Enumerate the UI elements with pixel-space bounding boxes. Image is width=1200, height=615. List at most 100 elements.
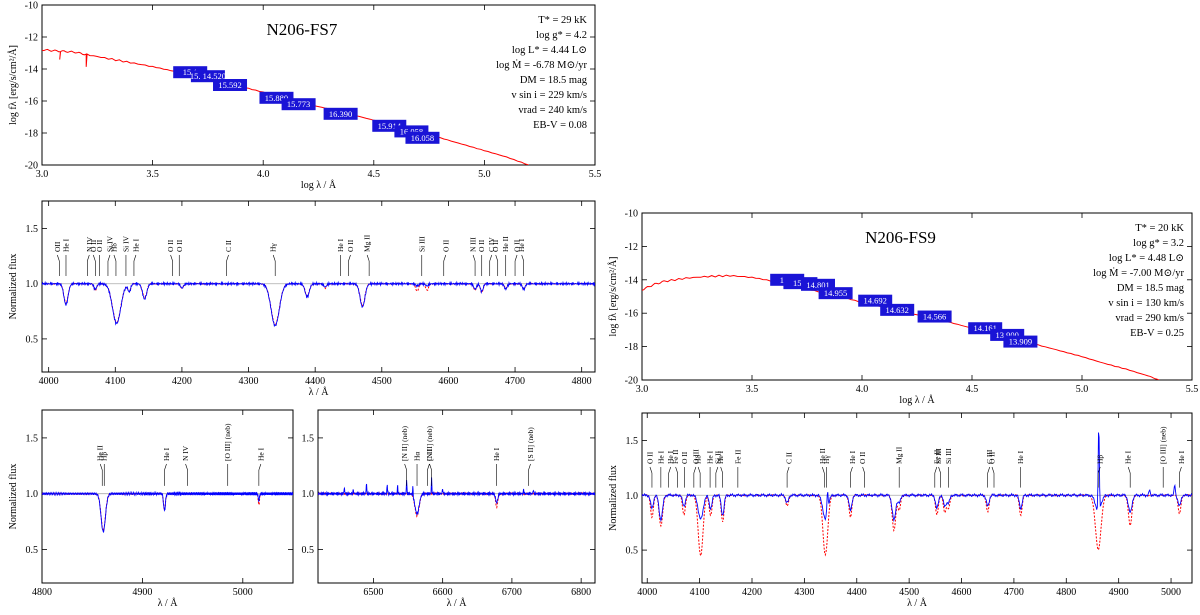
photometry-box bbox=[281, 98, 316, 111]
plot-title: N206-FS9 bbox=[865, 228, 936, 247]
plot-frame bbox=[41, 409, 294, 584]
x-tick-label: 5.0 bbox=[478, 169, 491, 180]
x-tick-label: 5.0 bbox=[1076, 384, 1089, 395]
y-tick-label: 1.5 bbox=[26, 433, 39, 444]
photometry-label: 14.632 bbox=[886, 305, 909, 315]
x-tick-label: 5000 bbox=[1161, 587, 1181, 598]
plot-frame bbox=[317, 409, 596, 584]
observed-spectrum bbox=[318, 477, 595, 516]
y-tick-label: -12 bbox=[25, 33, 38, 44]
line-id-leader bbox=[495, 254, 499, 262]
y-axis-label: Normalized flux bbox=[8, 464, 19, 530]
line-id-leader bbox=[93, 254, 96, 262]
line-id-label: Hβ bbox=[100, 452, 109, 461]
line-id-label: He I bbox=[1177, 450, 1186, 464]
x-tick-label: 4100 bbox=[690, 587, 710, 598]
x-tick-label: 5.5 bbox=[1186, 384, 1199, 395]
plot-area bbox=[642, 432, 1192, 558]
x-tick-label: 4100 bbox=[105, 376, 125, 387]
line-id-label: O II bbox=[95, 239, 104, 252]
y-axis-label: log fλ [erg/s/cm²/Å] bbox=[607, 257, 619, 337]
line-id-leader bbox=[164, 463, 167, 471]
x-tick-label: 3.0 bbox=[36, 169, 49, 180]
photometry-box bbox=[213, 79, 248, 91]
line-id-leader bbox=[107, 254, 111, 262]
line-id-label: C II bbox=[425, 449, 434, 461]
plot-area bbox=[42, 280, 595, 328]
y-tick-label: 1.0 bbox=[626, 491, 639, 502]
line-id-label: He I bbox=[162, 447, 171, 461]
x-tick-label: 4900 bbox=[132, 587, 152, 598]
line-id-label: Si IV bbox=[105, 235, 114, 252]
line-id-leader bbox=[987, 466, 990, 474]
line-id-label: O II bbox=[680, 451, 689, 464]
line-id-leader bbox=[1127, 466, 1131, 474]
x-tick-label: 5000 bbox=[233, 587, 253, 598]
line-id-leader bbox=[675, 466, 678, 474]
line-id-label: He I bbox=[61, 238, 70, 252]
line-id-leader bbox=[87, 254, 90, 262]
line-id-label: He II bbox=[501, 236, 510, 252]
line-id-label: O III bbox=[691, 449, 700, 464]
photometry-label: 15.1 bbox=[183, 67, 198, 77]
photometry-label: 13.900 bbox=[996, 330, 1019, 340]
line-id-leader bbox=[272, 254, 276, 262]
y-tick-label: 1.5 bbox=[26, 224, 39, 235]
y-tick-label: 1.5 bbox=[626, 436, 639, 447]
line-id-leader bbox=[443, 254, 447, 262]
x-tick-label: 4500 bbox=[899, 587, 919, 598]
line-id-leader bbox=[489, 254, 493, 262]
line-id-label: Hγ bbox=[822, 455, 831, 464]
line-id-leader bbox=[1097, 466, 1101, 474]
y-tick-label: -20 bbox=[25, 161, 38, 172]
line-id-label: O II bbox=[346, 239, 355, 252]
line-id-label: O II bbox=[166, 239, 175, 252]
line-id-label: C II bbox=[224, 240, 233, 252]
x-tick-label: 4200 bbox=[742, 587, 762, 598]
line-id-label: He I bbox=[656, 450, 665, 464]
x-tick-label: 6500 bbox=[363, 587, 383, 598]
line-id-label: Si III bbox=[417, 236, 426, 252]
line-id-label: Fe II bbox=[671, 449, 680, 464]
x-tick-label: 6800 bbox=[571, 587, 591, 598]
plot-title: N206-FS7 bbox=[266, 20, 337, 39]
x-tick-label: 4000 bbox=[39, 376, 59, 387]
line-id-label: C IV bbox=[487, 237, 496, 252]
photometry-label: 15. 14.520 bbox=[190, 71, 226, 81]
photometry-label: 14.955 bbox=[824, 288, 847, 298]
y-tick-label: -14 bbox=[625, 275, 638, 286]
x-axis-label: log λ / Å bbox=[301, 179, 337, 191]
photometry-label: 15.914 bbox=[378, 121, 402, 131]
y-tick-label: -12 bbox=[625, 242, 638, 253]
photometry-box bbox=[880, 303, 915, 316]
line-id-label: [S II] (neb) bbox=[526, 427, 535, 461]
x-tick-label: 3.5 bbox=[146, 169, 159, 180]
line-id-label: N IV bbox=[181, 445, 190, 461]
photometry-label: 13.909 bbox=[1009, 337, 1032, 347]
line-id-leader bbox=[938, 466, 941, 474]
line-id-label: He II bbox=[96, 445, 105, 461]
model-sed-line bbox=[642, 274, 1160, 380]
line-id-label: He I bbox=[517, 238, 526, 252]
plot-area bbox=[42, 490, 293, 534]
y-tick-label: -20 bbox=[625, 376, 638, 387]
y-axis-label: log fλ [erg/s/cm²/Å] bbox=[7, 45, 19, 125]
x-tick-label: 3.5 bbox=[746, 384, 759, 395]
line-id-label: N IV bbox=[85, 236, 94, 252]
line-id-label: C II bbox=[785, 452, 794, 464]
plot-area: 14.915.114.80114.95514.69214.63214.56614… bbox=[642, 273, 1160, 380]
x-axis-label: log λ / Å bbox=[899, 394, 935, 406]
line-id-label: Si III bbox=[934, 448, 943, 464]
x-tick-label: 6700 bbox=[502, 587, 522, 598]
panel-sed-fs9: 3.0 3.5 4.0 4.5 5.0 5.5 -10 -12 -14 -16 -18 -20 log … bbox=[607, 209, 1198, 407]
line-id-label: He I bbox=[256, 447, 265, 461]
x-tick-label: 4400 bbox=[305, 376, 325, 387]
line-id-label: O II bbox=[645, 451, 654, 464]
stellar-parameter: log L* = 4.48 L⊙ bbox=[1109, 253, 1184, 264]
x-tick-label: 4000 bbox=[637, 587, 657, 598]
line-id-label: Si II bbox=[713, 450, 722, 464]
x-tick-label: 4.0 bbox=[856, 384, 869, 395]
line-id-label: Fe II bbox=[733, 449, 742, 464]
